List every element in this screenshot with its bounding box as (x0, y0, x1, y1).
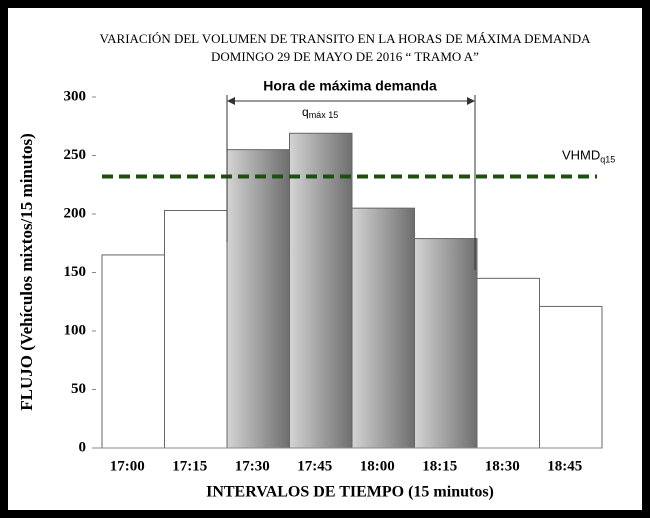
bar (476, 277, 540, 449)
q-label-sub: máx 15 (309, 110, 339, 120)
y-tick-label: 300 (64, 88, 87, 104)
y-tick-label: 0 (79, 439, 87, 455)
y-tick-label: 100 (64, 322, 87, 338)
x-tick-label: 18:00 (360, 458, 395, 474)
bar (351, 207, 415, 449)
x-tick-label: 18:45 (547, 458, 582, 474)
x-tick-label: 18:30 (485, 458, 520, 474)
x-axis-label: INTERVALOS DE TIEMPO (15 minutos) (206, 484, 494, 501)
y-tick-label: 250 (64, 147, 87, 163)
bar (414, 238, 478, 449)
bar (539, 305, 603, 449)
arrow-head (467, 97, 475, 105)
x-tick-label: 17:30 (235, 458, 270, 474)
x-tick-label: 17:45 (297, 458, 332, 474)
bar (289, 132, 353, 449)
reference-label: VHMDq15 (562, 148, 615, 165)
peak-hour-label: Hora de máxima demanda (263, 78, 437, 94)
y-tick-label: 200 (64, 205, 87, 221)
x-tick-label: 17:15 (172, 458, 207, 474)
y-axis-label: FLUJO (Vehículos mixtos/15 minutos) (17, 133, 36, 411)
x-tick-label: 18:15 (422, 458, 457, 474)
bar (101, 254, 165, 449)
arrow-head (227, 97, 235, 105)
q-label: qmáx 15 (302, 105, 338, 120)
reference-label-sub: q15 (600, 155, 615, 165)
x-tick-label: 17:00 (110, 458, 145, 474)
bar (226, 149, 290, 449)
q-label-main: q (302, 105, 309, 119)
y-tick-label: 150 (64, 264, 87, 280)
bar (164, 209, 228, 449)
chart-subtitle: DOMINGO 29 DE MAYO DE 2016 “ TRAMO A” (211, 49, 479, 64)
reference-label-main: VHMD (562, 148, 600, 163)
y-tick-label: 50 (71, 381, 86, 397)
chart-title: VARIACIÓN DEL VOLUMEN DE TRANSITO EN LA … (99, 31, 591, 46)
